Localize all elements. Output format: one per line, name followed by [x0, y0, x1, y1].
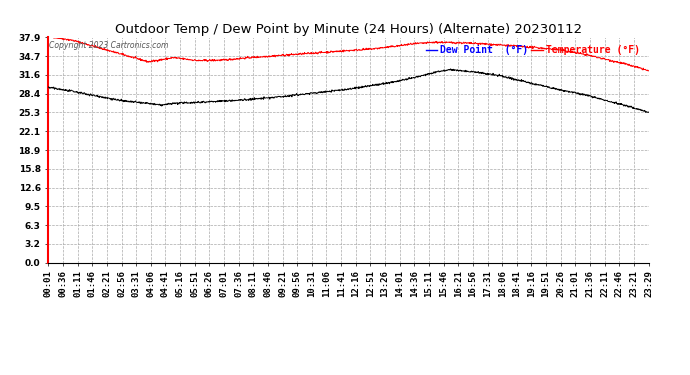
Text: Copyright 2023 Cartronics.com: Copyright 2023 Cartronics.com — [49, 41, 168, 50]
Legend: Dew Point  (°F), Temperature (°F): Dew Point (°F), Temperature (°F) — [422, 41, 644, 59]
Title: Outdoor Temp / Dew Point by Minute (24 Hours) (Alternate) 20230112: Outdoor Temp / Dew Point by Minute (24 H… — [115, 23, 582, 36]
